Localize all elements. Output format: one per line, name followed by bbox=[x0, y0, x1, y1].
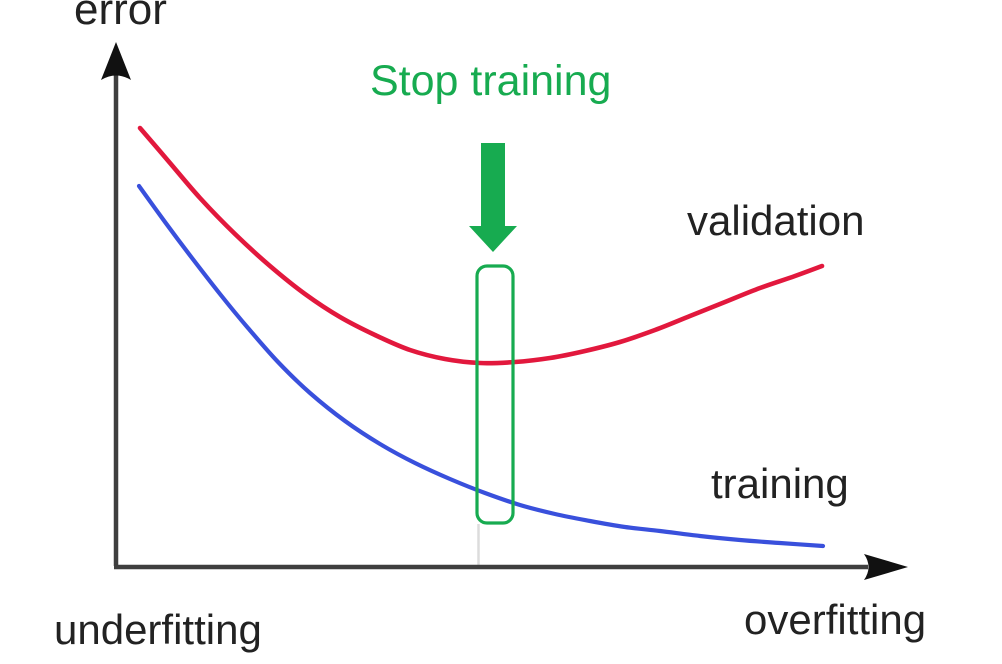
x-axis-arrowhead bbox=[864, 554, 908, 580]
stop-training-annotation-label: Stop training bbox=[370, 57, 612, 105]
y-axis-arrowhead bbox=[101, 42, 131, 80]
validation-curve-label: validation bbox=[687, 197, 865, 244]
training-curve bbox=[136, 183, 826, 549]
stop-arrow-shaft bbox=[481, 143, 505, 228]
y-axis-label: error bbox=[74, 0, 167, 34]
stop-arrow-head bbox=[469, 226, 517, 252]
validation-curve bbox=[137, 125, 825, 366]
training-curve-label: training bbox=[711, 460, 849, 507]
stop-window-rect bbox=[475, 264, 515, 525]
overfitting-region-label: overfitting bbox=[744, 596, 927, 643]
underfitting-region-label: underfitting bbox=[54, 606, 262, 653]
